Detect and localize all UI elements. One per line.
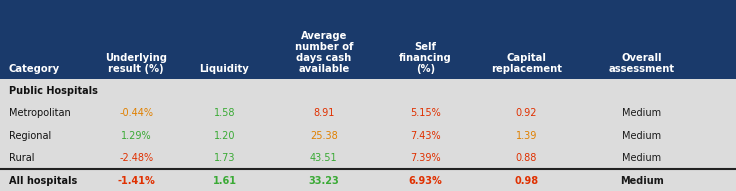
Text: Medium: Medium bbox=[620, 176, 664, 186]
Text: Public Hospitals: Public Hospitals bbox=[9, 86, 98, 96]
Text: -1.41%: -1.41% bbox=[117, 176, 155, 186]
Bar bbox=[0, 79, 736, 191]
Text: 6.93%: 6.93% bbox=[408, 176, 442, 186]
Text: Medium: Medium bbox=[622, 153, 662, 163]
Text: Overall
assessment: Overall assessment bbox=[609, 53, 675, 74]
Text: 1.39: 1.39 bbox=[515, 131, 537, 141]
Text: Metropolitan: Metropolitan bbox=[9, 108, 71, 118]
Text: 1.20: 1.20 bbox=[213, 131, 236, 141]
Text: Average
number of
days cash
available: Average number of days cash available bbox=[294, 31, 353, 74]
Text: -2.48%: -2.48% bbox=[119, 153, 153, 163]
Text: Capital
replacement: Capital replacement bbox=[491, 53, 562, 74]
Text: Category: Category bbox=[9, 65, 60, 74]
Text: Regional: Regional bbox=[9, 131, 51, 141]
Bar bbox=[0, 0, 736, 79]
Text: 7.43%: 7.43% bbox=[410, 131, 441, 141]
Text: 25.38: 25.38 bbox=[310, 131, 338, 141]
Text: 1.58: 1.58 bbox=[213, 108, 236, 118]
Text: 1.61: 1.61 bbox=[213, 176, 236, 186]
Text: All hospitals: All hospitals bbox=[9, 176, 77, 186]
Text: 8.91: 8.91 bbox=[313, 108, 335, 118]
Text: Medium: Medium bbox=[622, 131, 662, 141]
Text: 7.39%: 7.39% bbox=[410, 153, 441, 163]
Text: 0.92: 0.92 bbox=[515, 108, 537, 118]
Text: 5.15%: 5.15% bbox=[410, 108, 441, 118]
Text: 33.23: 33.23 bbox=[308, 176, 339, 186]
Text: Underlying
result (%): Underlying result (%) bbox=[105, 53, 167, 74]
Text: 0.98: 0.98 bbox=[514, 176, 538, 186]
Text: Rural: Rural bbox=[9, 153, 35, 163]
Text: -0.44%: -0.44% bbox=[119, 108, 153, 118]
Text: 1.73: 1.73 bbox=[213, 153, 236, 163]
Text: Self
financing
(%): Self financing (%) bbox=[399, 42, 452, 74]
Text: 0.88: 0.88 bbox=[515, 153, 537, 163]
Text: 1.29%: 1.29% bbox=[121, 131, 152, 141]
Text: 43.51: 43.51 bbox=[310, 153, 338, 163]
Text: Liquidity: Liquidity bbox=[199, 65, 250, 74]
Text: Medium: Medium bbox=[622, 108, 662, 118]
